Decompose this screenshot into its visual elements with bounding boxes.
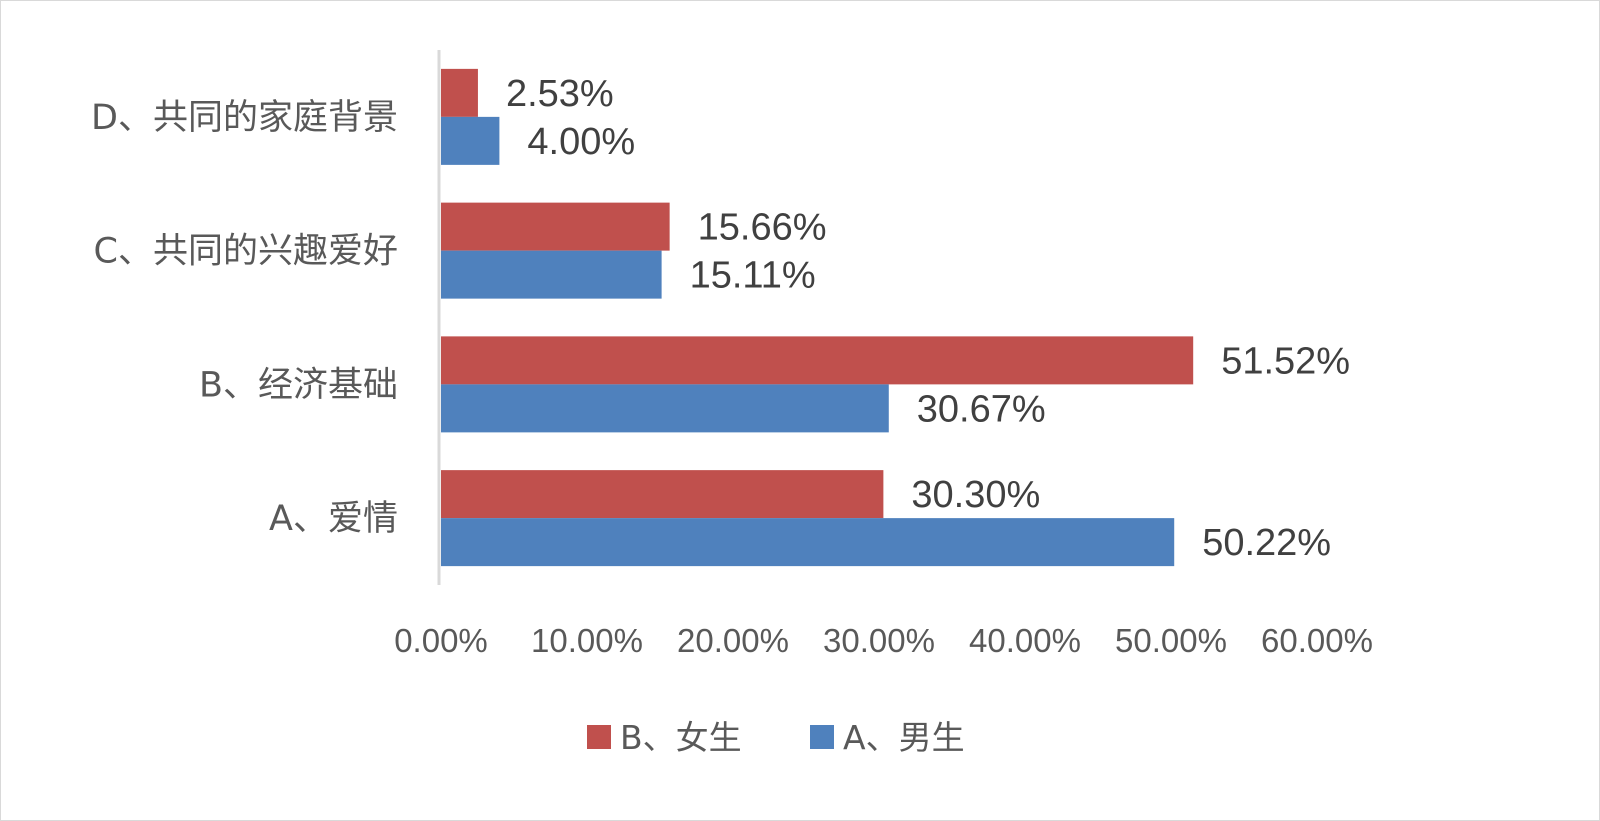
x-tick-label: 20.00%: [677, 622, 789, 659]
x-tick-label: 0.00%: [394, 622, 488, 659]
x-tick-label: 60.00%: [1261, 622, 1373, 659]
bar-male: [441, 384, 889, 433]
x-tick-label: 50.00%: [1115, 622, 1227, 659]
data-label-male: 4.00%: [527, 121, 635, 163]
x-tick-label: 10.00%: [531, 622, 643, 659]
data-label-male: 15.11%: [690, 255, 816, 297]
x-tick-label: 40.00%: [969, 622, 1081, 659]
bar-female: [441, 336, 1194, 385]
category-label: B、经济基础: [199, 365, 398, 405]
x-tick-label: 30.00%: [823, 622, 935, 659]
bar-male: [441, 518, 1175, 567]
data-label-male: 30.67%: [917, 388, 1046, 430]
data-label-female: 2.53%: [506, 73, 614, 115]
legend-label-male: A、男生: [843, 718, 965, 757]
category-label: A、爱情: [269, 499, 398, 539]
data-label-male: 50.22%: [1202, 522, 1331, 564]
data-label-female: 51.52%: [1221, 340, 1350, 382]
bar-female: [441, 68, 478, 117]
legend-swatch-female: [587, 725, 611, 749]
data-label-female: 30.30%: [911, 474, 1040, 516]
category-label: C、共同的兴趣爱好: [94, 232, 398, 272]
bar-female: [441, 202, 670, 251]
bar-female: [441, 470, 884, 519]
category-label: D、共同的家庭背景: [91, 98, 398, 138]
bar-male: [441, 116, 500, 165]
legend-label-female: B、女生: [620, 718, 742, 757]
legend-swatch-male: [810, 725, 834, 749]
bar-male: [441, 250, 662, 299]
data-label-female: 15.66%: [698, 207, 827, 249]
